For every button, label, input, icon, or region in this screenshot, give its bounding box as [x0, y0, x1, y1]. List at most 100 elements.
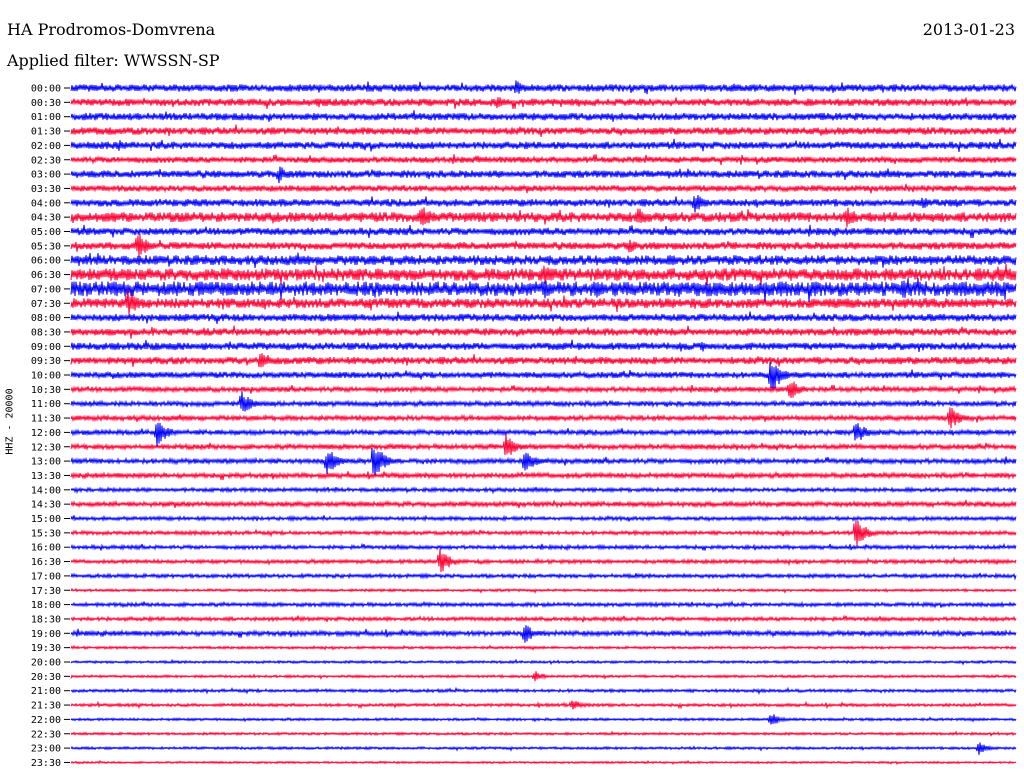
- trace-2230: [70, 730, 1017, 737]
- trace-1600: [70, 542, 1017, 552]
- trace-0500: [70, 224, 1017, 239]
- time-tick-label: 16:30: [31, 557, 61, 568]
- time-tick-label: 08:00: [31, 313, 61, 324]
- trace-1030: [70, 381, 1017, 399]
- time-tick-label: 18:30: [31, 614, 61, 625]
- trace-0030: [70, 97, 1017, 110]
- time-tick-label: 10:30: [31, 385, 61, 396]
- time-tick-label: 22:00: [31, 715, 61, 726]
- time-tick-label: 21:00: [31, 686, 61, 697]
- time-tick-label: 21:30: [31, 701, 61, 712]
- time-tick-label: 09:30: [31, 356, 61, 367]
- time-tick-label: 23:30: [31, 758, 61, 769]
- trace-0800: [70, 311, 1017, 324]
- time-tick-label: 01:30: [31, 127, 61, 138]
- time-tick-label: 17:00: [31, 571, 61, 582]
- trace-0830: [70, 325, 1017, 339]
- time-tick-label: 00:00: [31, 84, 61, 95]
- trace-0230: [70, 154, 1017, 166]
- time-tick-label: 04:00: [31, 198, 61, 209]
- time-tick-label: 10:00: [31, 371, 61, 382]
- time-tick-label: 17:30: [31, 586, 61, 597]
- time-tick-label: 03:30: [31, 184, 61, 195]
- trace-0530: [70, 234, 1017, 257]
- trace-2030: [70, 671, 1017, 682]
- trace-2330: [70, 759, 1017, 766]
- trace-1730: [70, 587, 1017, 594]
- time-tick-label: 03:00: [31, 170, 61, 181]
- trace-2200: [70, 714, 1017, 725]
- time-tick-label: 16:00: [31, 543, 61, 554]
- time-tick-label: 05:30: [31, 241, 61, 252]
- trace-1830: [70, 614, 1017, 623]
- time-tick-label: 13:30: [31, 471, 61, 482]
- trace-0430: [70, 207, 1017, 228]
- trace-2000: [70, 658, 1017, 666]
- time-tick-label: 22:30: [31, 729, 61, 740]
- time-tick-label: 07:00: [31, 284, 61, 295]
- trace-1500: [70, 514, 1017, 523]
- time-tick-label: 12:00: [31, 428, 61, 439]
- trace-1430: [70, 499, 1017, 509]
- date-label: 2013-01-23: [922, 20, 1015, 39]
- time-tick-label: 06:00: [31, 256, 61, 267]
- trace-2130: [70, 700, 1017, 710]
- trace-1100: [70, 391, 1017, 412]
- trace-1700: [70, 572, 1017, 581]
- station-title: HA Prodromos-Domvrena: [7, 20, 216, 39]
- trace-1800: [70, 599, 1017, 610]
- time-tick-label: 09:00: [31, 342, 61, 353]
- trace-0930: [70, 353, 1017, 368]
- time-tick-label: 11:00: [31, 399, 61, 410]
- time-tick-label: 00:30: [31, 98, 61, 109]
- trace-0330: [70, 183, 1017, 194]
- time-tick-label: 15:30: [31, 528, 61, 539]
- trace-0600: [70, 252, 1017, 268]
- trace-2100: [70, 686, 1017, 696]
- time-tick-label: 15:00: [31, 514, 61, 525]
- time-tick-label: 12:30: [31, 442, 61, 453]
- trace-0900: [70, 339, 1017, 352]
- time-tick-label: 07:30: [31, 299, 61, 310]
- trace-0130: [70, 124, 1017, 138]
- time-tick-label: 19:00: [31, 629, 61, 640]
- time-tick-label: 02:30: [31, 155, 61, 166]
- trace-1900: [70, 625, 1017, 643]
- time-tick-label: 14:00: [31, 485, 61, 496]
- trace-0200: [70, 138, 1017, 152]
- time-tick-label: 18:00: [31, 600, 61, 611]
- trace-1000: [70, 362, 1017, 392]
- time-tick-label: 20:30: [31, 672, 61, 683]
- time-tick-label: 14:30: [31, 500, 61, 511]
- trace-0400: [70, 194, 1017, 213]
- time-tick-label: 08:30: [31, 327, 61, 338]
- time-tick-label: 11:30: [31, 414, 61, 425]
- trace-0730: [70, 289, 1017, 316]
- trace-1630: [70, 548, 1017, 573]
- time-tick-label: 05:00: [31, 227, 61, 238]
- trace-0100: [70, 110, 1017, 122]
- trace-1330: [70, 470, 1017, 480]
- trace-1230: [70, 433, 1017, 456]
- filter-label: Applied filter: WWSSN-SP: [7, 51, 220, 70]
- trace-1400: [70, 486, 1017, 495]
- trace-0300: [70, 166, 1017, 184]
- time-tick-label: 06:30: [31, 270, 61, 281]
- trace-0630: [70, 263, 1017, 286]
- time-tick-label: 04:30: [31, 213, 61, 224]
- trace-1930: [70, 644, 1017, 651]
- trace-1200: [70, 422, 1017, 447]
- time-tick-label: 13:00: [31, 457, 61, 468]
- time-tick-label: 01:00: [31, 112, 61, 123]
- time-tick-label: 20:00: [31, 658, 61, 669]
- trace-0700: [70, 277, 1017, 303]
- trace-2300: [70, 742, 1017, 755]
- time-tick-label: 19:30: [31, 643, 61, 654]
- trace-1300: [70, 448, 1017, 477]
- time-tick-label: 23:00: [31, 744, 61, 755]
- trace-1530: [70, 520, 1017, 547]
- trace-0000: [70, 80, 1017, 95]
- time-tick-label: 02:00: [31, 141, 61, 152]
- trace-1130: [70, 407, 1017, 429]
